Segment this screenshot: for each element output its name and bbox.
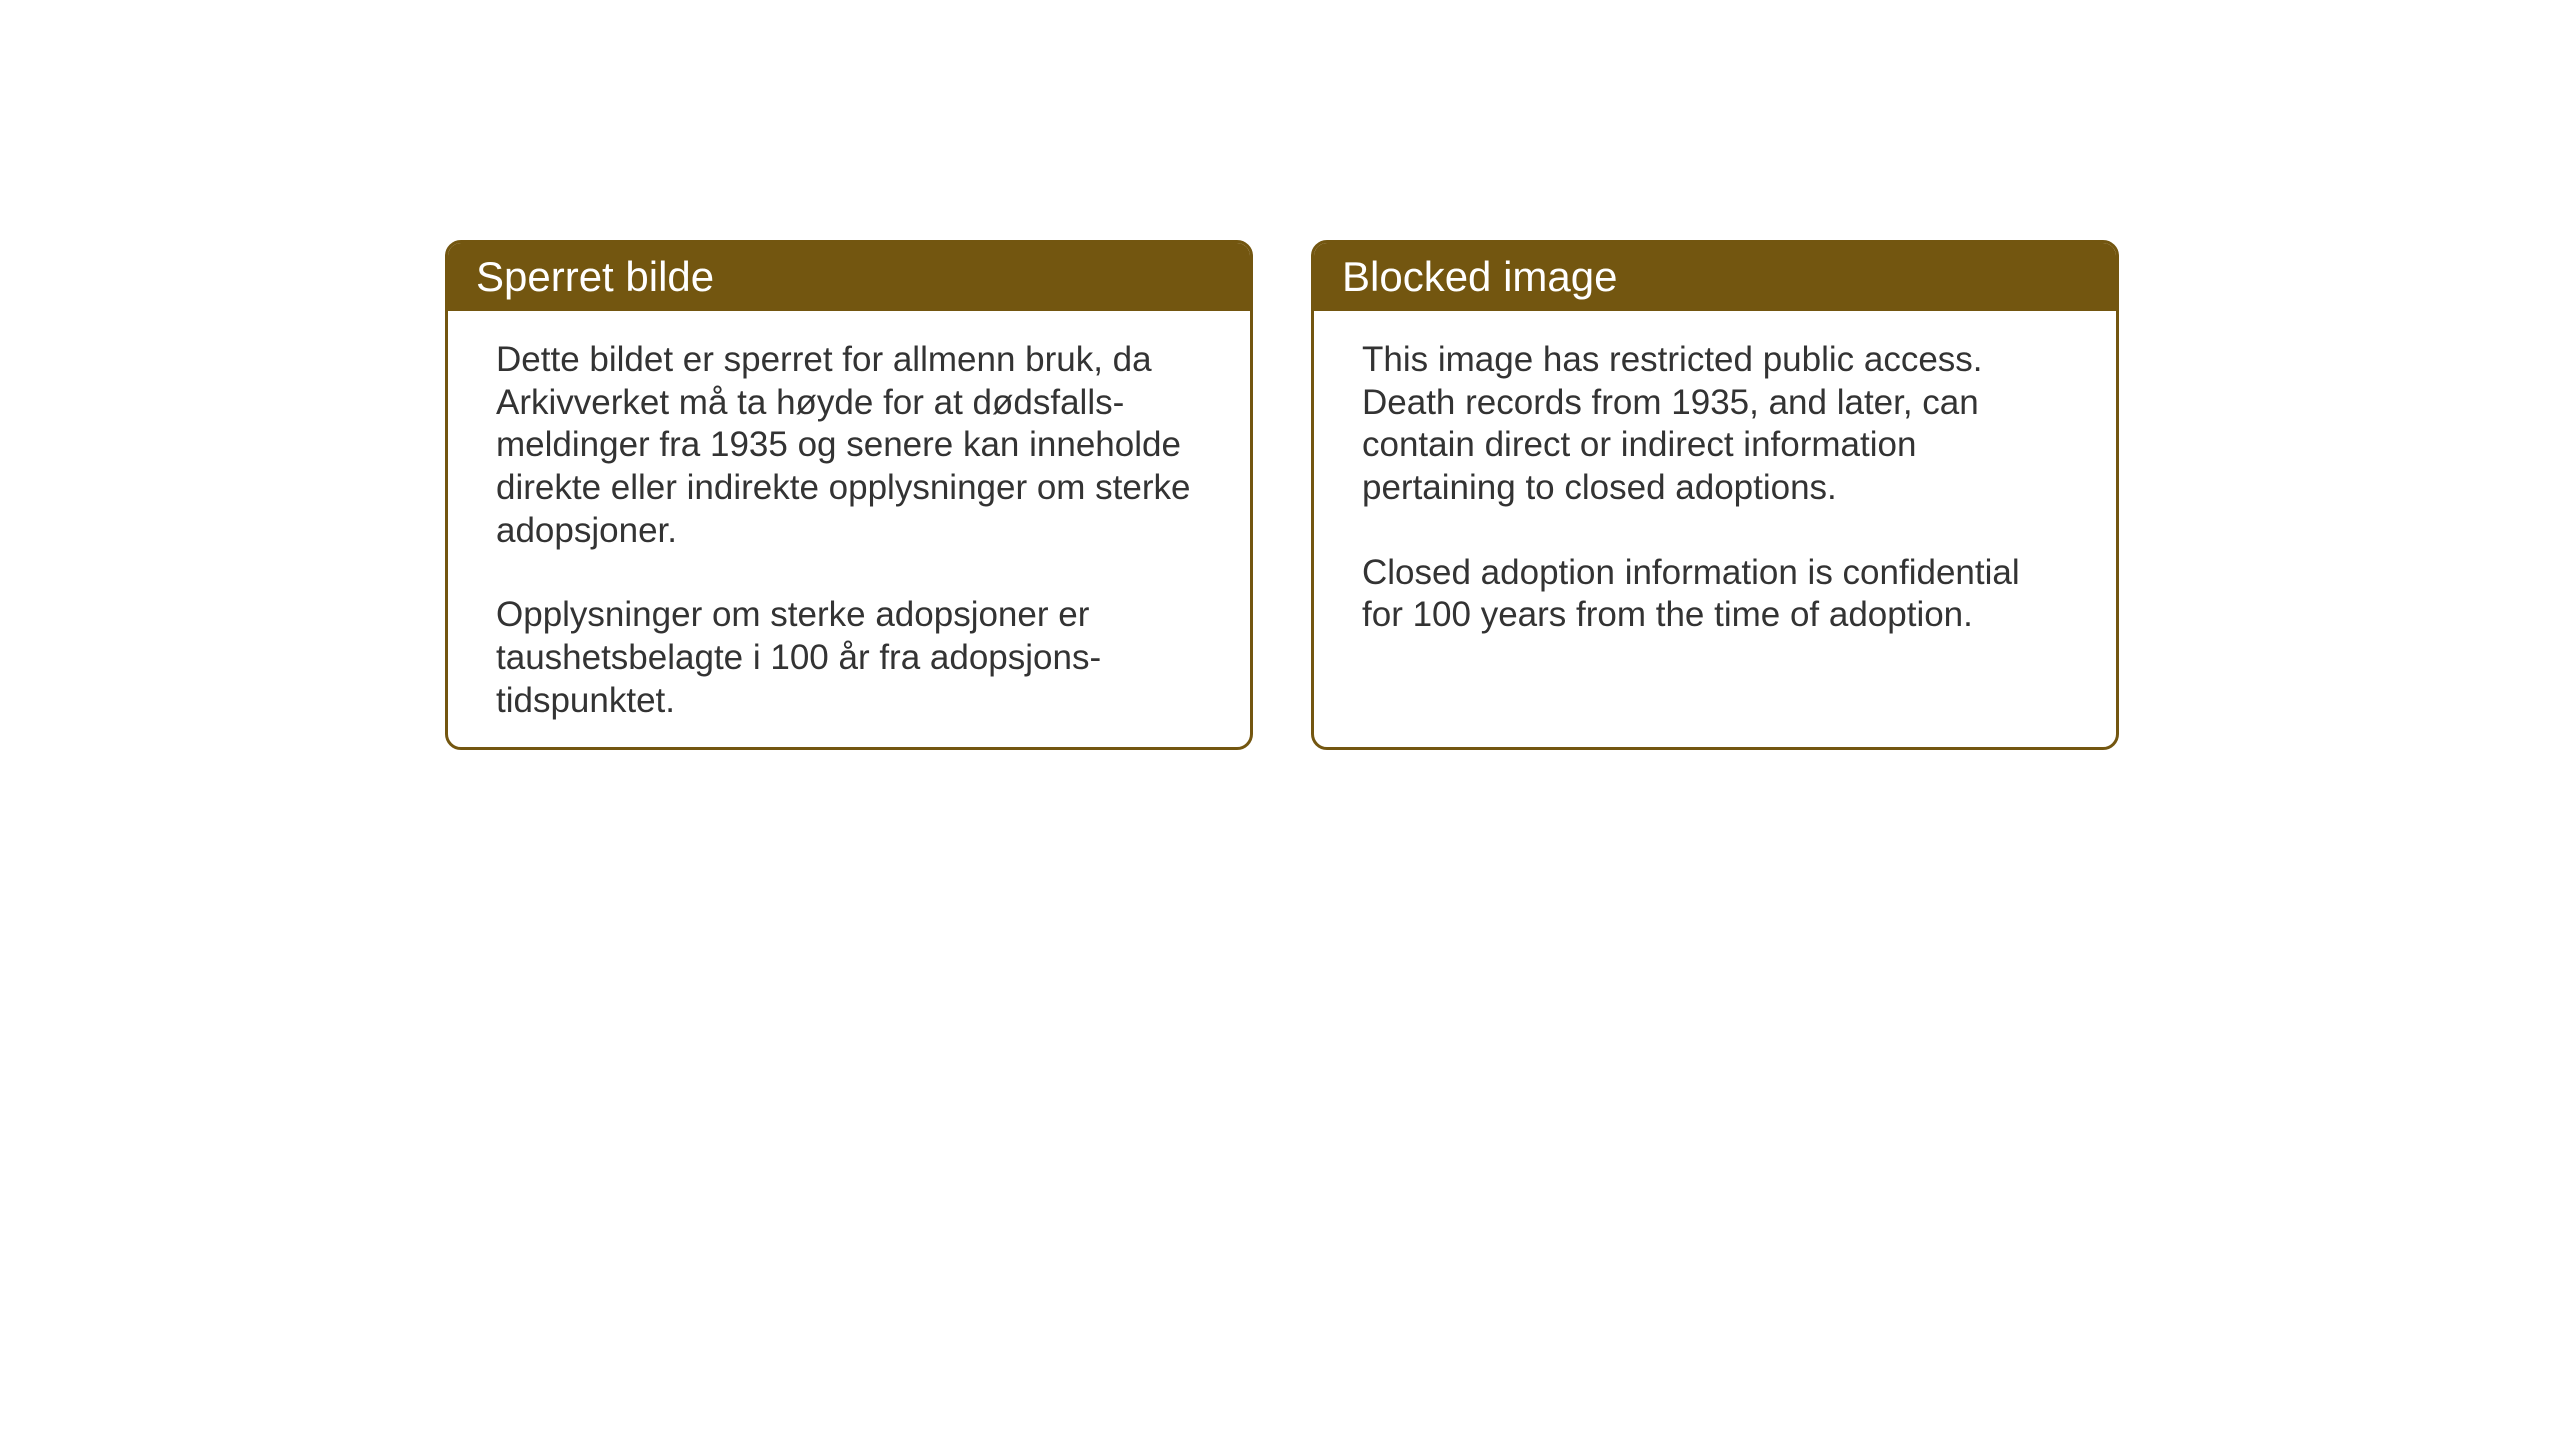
english-paragraph-2: Closed adoption information is confident…	[1362, 552, 2068, 637]
norwegian-card-title: Sperret bilde	[448, 243, 1250, 311]
norwegian-paragraph-2: Opplysninger om sterke adopsjoner er tau…	[496, 594, 1202, 722]
notice-container: Sperret bilde Dette bildet er sperret fo…	[445, 240, 2119, 750]
norwegian-paragraph-1: Dette bildet er sperret for allmenn bruk…	[496, 339, 1202, 552]
norwegian-card-body: Dette bildet er sperret for allmenn bruk…	[448, 311, 1250, 750]
english-card-title: Blocked image	[1314, 243, 2116, 311]
english-notice-card: Blocked image This image has restricted …	[1311, 240, 2119, 750]
english-card-body: This image has restricted public access.…	[1314, 311, 2116, 665]
english-paragraph-1: This image has restricted public access.…	[1362, 339, 2068, 510]
norwegian-notice-card: Sperret bilde Dette bildet er sperret fo…	[445, 240, 1253, 750]
